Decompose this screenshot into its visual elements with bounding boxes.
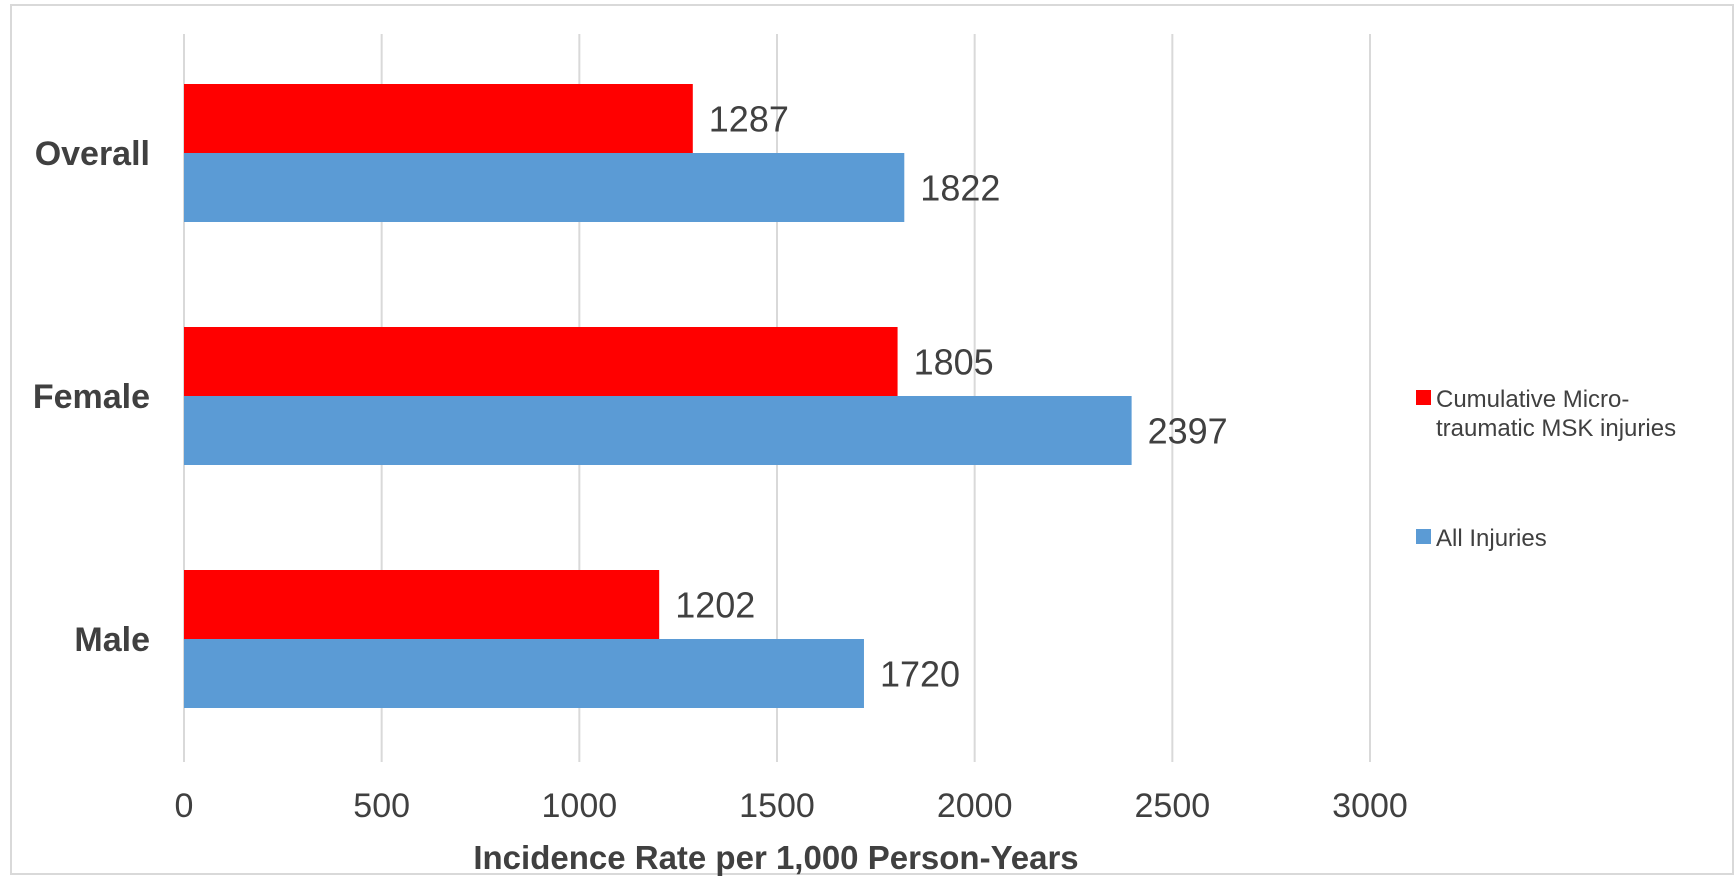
bar [184, 327, 898, 396]
data-label: 1805 [914, 342, 994, 383]
x-tick-label: 0 [175, 787, 194, 825]
legend-label: All Injuries [1436, 525, 1547, 552]
legend-label: Cumulative Micro- [1436, 386, 1629, 413]
x-tick-label: 1000 [542, 787, 618, 825]
x-tick-label: 1500 [739, 787, 815, 825]
category-label: Overall [35, 135, 150, 173]
data-label: 1287 [709, 99, 789, 140]
data-labels: 1287 1822 1805 2397 1202 1720 [675, 99, 1228, 695]
x-axis-title: Incidence Rate per 1,000 Person-Years [473, 839, 1078, 876]
x-tick-label: 500 [353, 787, 410, 825]
x-tick-labels: 0 500 1000 1500 2000 2500 3000 [175, 787, 1408, 825]
category-label: Female [33, 378, 150, 416]
bar [184, 84, 693, 153]
bar [184, 153, 905, 222]
legend-swatch [1416, 390, 1431, 405]
x-tick-label: 2500 [1135, 787, 1211, 825]
category-labels: Overall Female Male [33, 135, 150, 659]
data-label: 1202 [675, 585, 755, 626]
bar [184, 639, 864, 708]
bars [184, 84, 1132, 708]
legend: Cumulative Micro-traumatic MSK injuries A… [1416, 386, 1676, 552]
x-tick-label: 2000 [937, 787, 1013, 825]
data-label: 1720 [880, 654, 960, 695]
legend-swatch [1416, 529, 1431, 544]
data-label: 2397 [1148, 411, 1228, 452]
data-label: 1822 [920, 168, 1000, 209]
x-tick-label: 3000 [1332, 787, 1408, 825]
category-label: Male [74, 621, 150, 659]
legend-label: traumatic MSK injuries [1436, 415, 1676, 442]
bar [184, 570, 660, 639]
bar [184, 396, 1132, 465]
